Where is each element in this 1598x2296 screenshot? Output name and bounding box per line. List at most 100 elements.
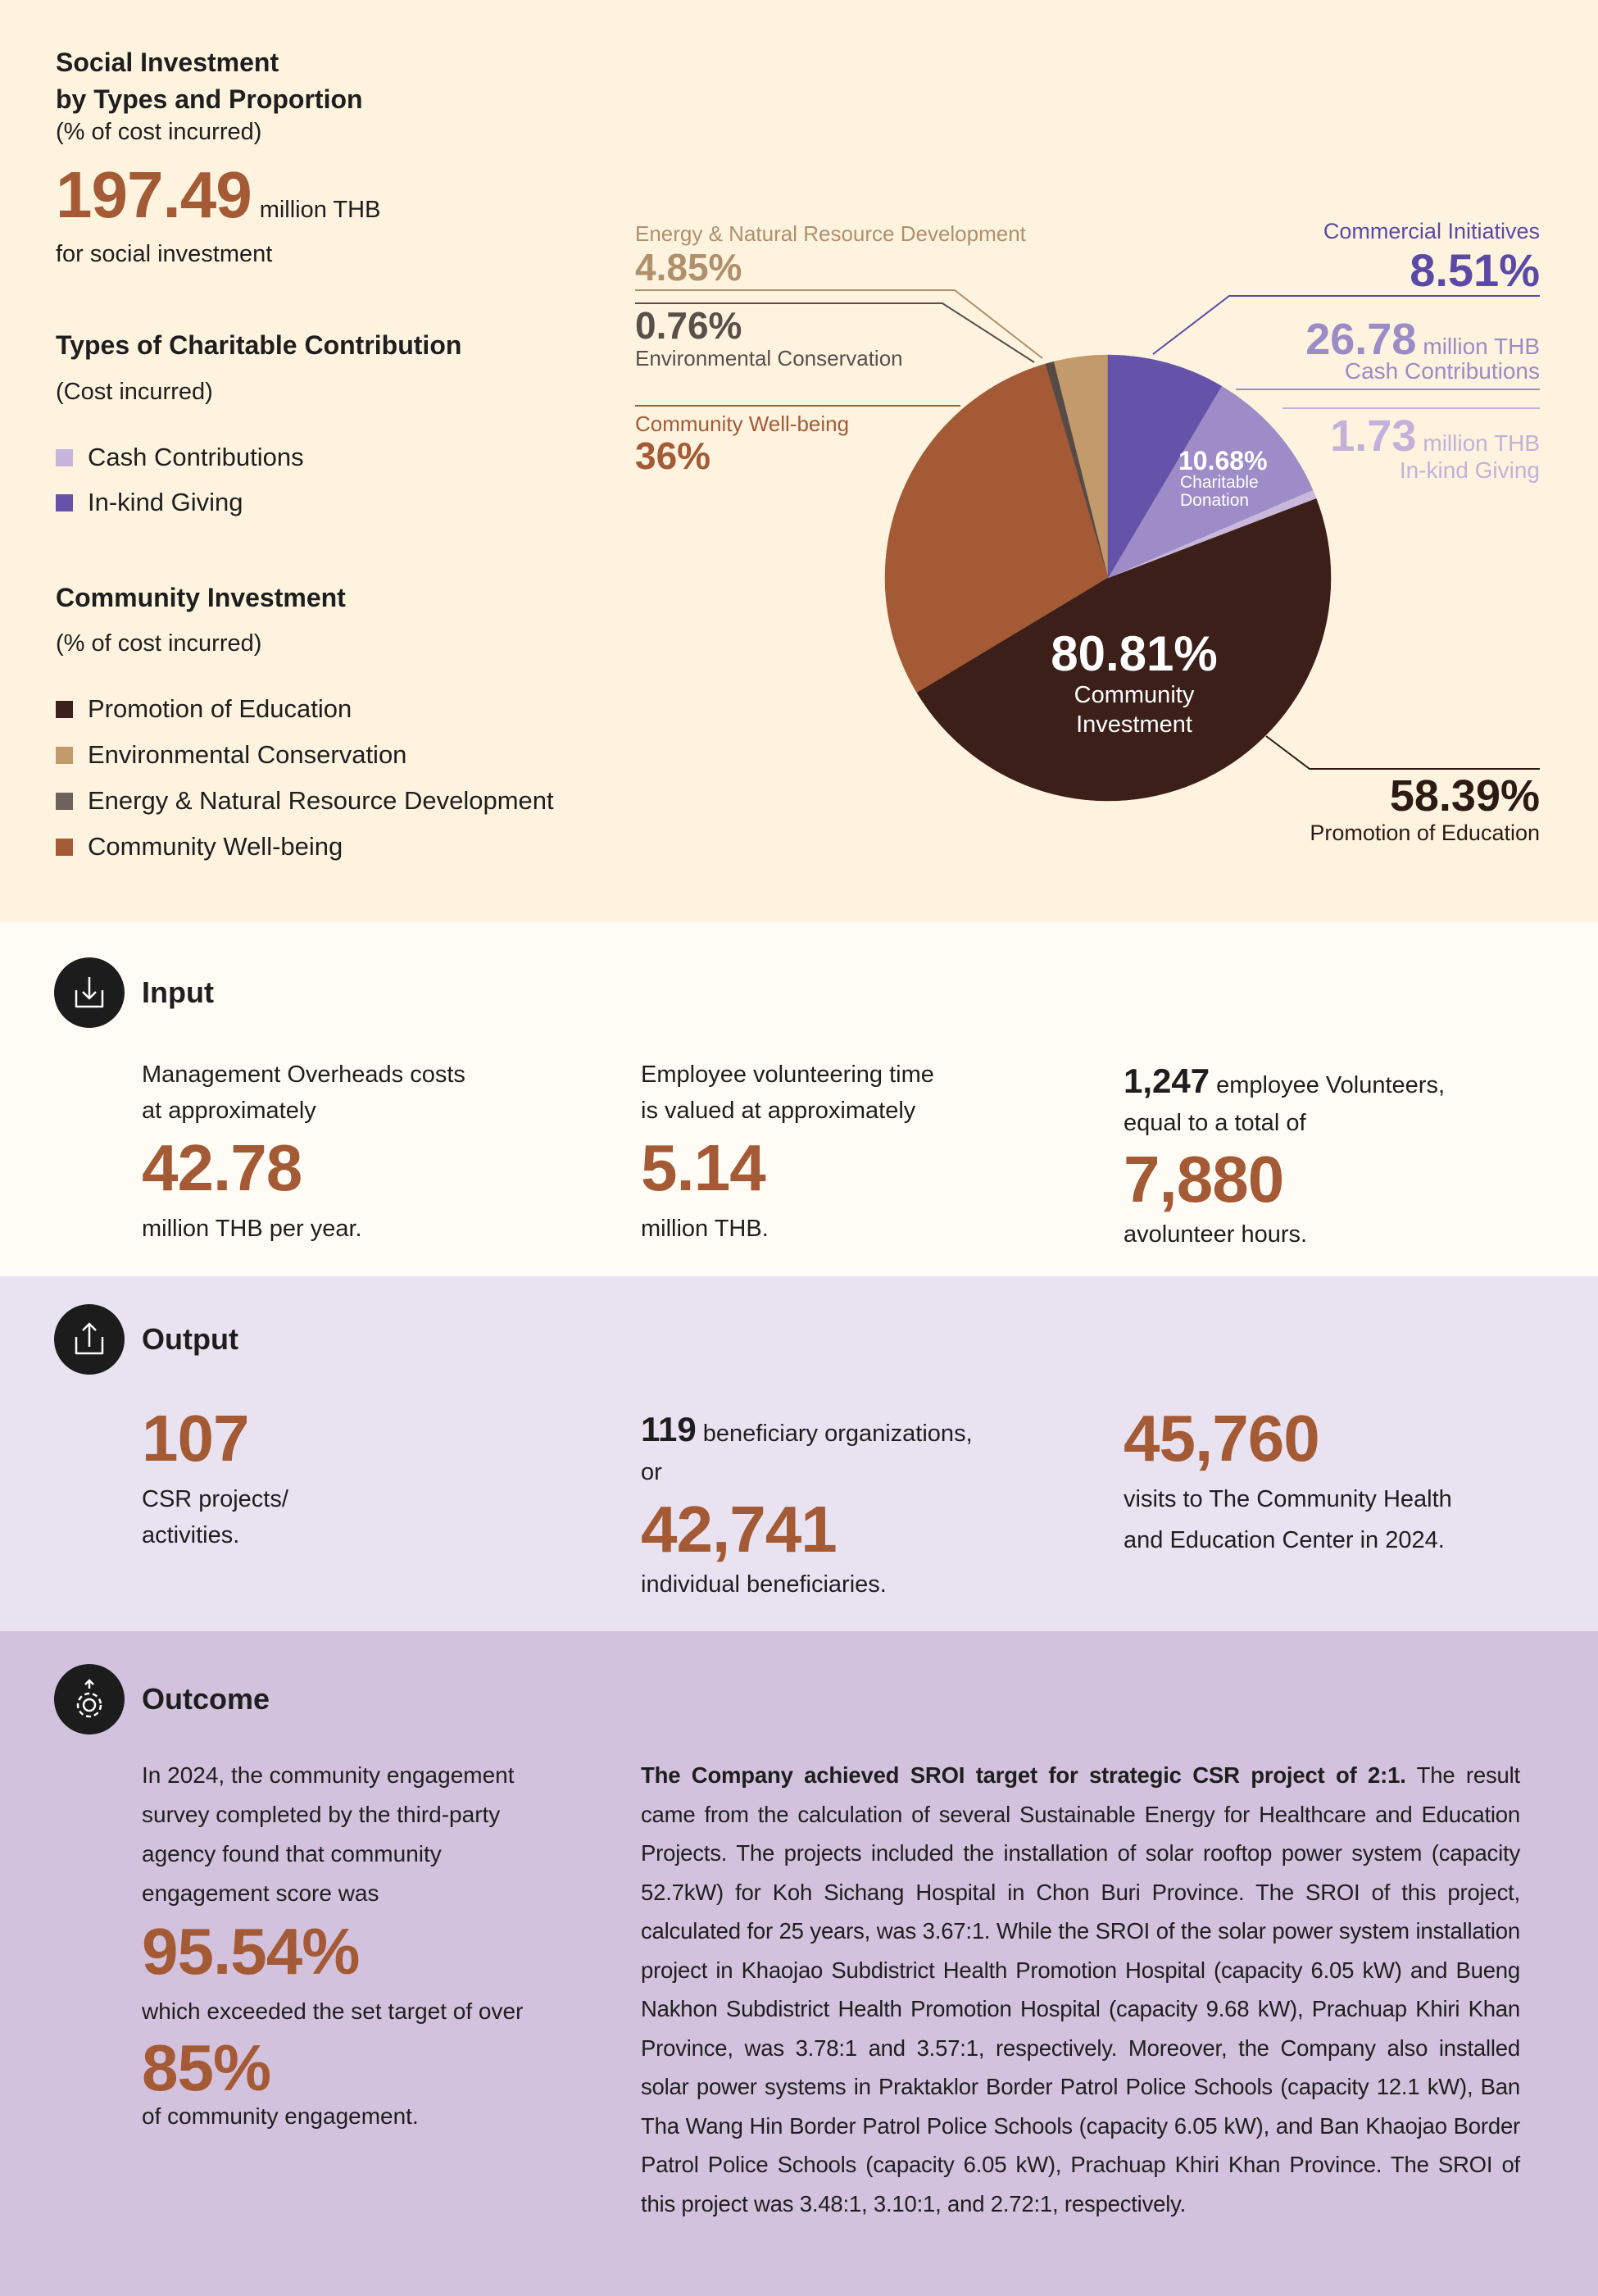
amount: 197.49 xyxy=(56,158,252,231)
figure: 45,760 xyxy=(1124,1402,1320,1475)
figure: 7,880 xyxy=(1124,1143,1284,1216)
slice-label: In-kind Giving xyxy=(1399,457,1540,483)
figure: 85% xyxy=(142,2031,271,2104)
input-section xyxy=(0,922,1598,1276)
legend-subtitle: (% of cost incurred) xyxy=(56,630,262,657)
line: survey completed by the third-party xyxy=(142,1802,501,1827)
leader-line xyxy=(1152,295,1540,355)
slice-label: Cash Contributions xyxy=(1344,358,1540,384)
item-text: Employee volunteering time is valued at a… xyxy=(641,1057,934,1129)
line: Employee volunteering time xyxy=(641,1062,934,1088)
note: CSR projects/activities. xyxy=(142,1481,288,1553)
line: at approximately xyxy=(142,1098,316,1124)
figure: 95.54% xyxy=(142,1915,360,1988)
legend-swatch xyxy=(56,838,73,856)
slice-label: Energy & Natural Resource Development xyxy=(635,221,1026,246)
note: of community engagement. xyxy=(142,2103,419,2129)
line: activities. xyxy=(142,1522,240,1548)
item-lead: 119 beneficiary organizations, xyxy=(641,1409,973,1450)
slice-value: 80.81% xyxy=(1051,626,1218,681)
output-icon xyxy=(54,1304,125,1375)
slice-label: Community Investment xyxy=(1074,682,1195,738)
legend-label: Energy & Natural Resource Development xyxy=(88,786,554,815)
legend-swatch xyxy=(56,746,73,764)
section-title: Outcome xyxy=(142,1682,270,1716)
total-amount: 197.49 million THB xyxy=(56,156,380,234)
pie-slice xyxy=(1107,385,1314,579)
figure: 5.14 xyxy=(641,1131,766,1204)
sroi-lead: The Company achieved SROI target for str… xyxy=(641,1762,1406,1788)
line: employee Volunteers, xyxy=(1216,1072,1446,1098)
unit: million THB xyxy=(1423,430,1540,456)
legend-swatch xyxy=(56,493,73,511)
note: million THB. xyxy=(641,1216,769,1242)
legend-label: Community Well-being xyxy=(88,832,343,861)
slice-value: 26.78 xyxy=(1305,315,1417,364)
slice-value: 10.68% xyxy=(1178,446,1268,475)
section-title: Input xyxy=(142,975,214,1009)
line: In 2024, the community engagement xyxy=(142,1762,515,1788)
lead: 1,247 xyxy=(1124,1062,1210,1100)
slice-label: Commercial Initiatives xyxy=(1323,219,1540,243)
leader-line xyxy=(635,302,1035,363)
sroi-paragraph: The Company achieved SROI target for str… xyxy=(641,1756,1520,2223)
pie-slice xyxy=(884,363,1109,693)
slice-value: 0.76% xyxy=(635,304,742,347)
legend-item: Community Well-being xyxy=(56,832,343,862)
note: which exceeded the set target of over xyxy=(142,1998,524,2024)
unit: million THB xyxy=(1423,334,1540,359)
slice-value: 58.39% xyxy=(1389,771,1540,821)
note: avolunteer hours. xyxy=(1124,1221,1308,1248)
line: visits to The Community Health xyxy=(1124,1486,1452,1512)
legend-swatch xyxy=(56,448,73,466)
section-title: Output xyxy=(142,1322,238,1356)
sroi-body: The result came from the calculation of … xyxy=(641,1762,1520,2216)
slice-value: 36% xyxy=(635,434,711,477)
output-section xyxy=(0,1276,1598,1631)
note: individual beneficiaries. xyxy=(641,1571,887,1598)
line: equal to a total of xyxy=(1124,1110,1306,1136)
slice-value: 4.85% xyxy=(635,246,742,289)
legend-subtitle: (Cost incurred) xyxy=(56,379,213,405)
legend-item: Promotion of Education xyxy=(56,694,352,724)
legend-title: Community Investment xyxy=(56,583,346,612)
slice-amount: 26.78 million THB xyxy=(1305,313,1540,366)
slice-label: Community Well-being xyxy=(635,411,850,436)
line: and Education Center in 2024. xyxy=(1124,1527,1445,1553)
slice-amount: 1.73 million THB xyxy=(1330,410,1540,463)
pie-slice xyxy=(1107,354,1222,579)
figure: 42.78 xyxy=(142,1131,302,1204)
legend-swatch xyxy=(56,700,73,718)
line: or xyxy=(641,1459,662,1485)
lead: 119 xyxy=(641,1410,697,1448)
leader-line xyxy=(635,289,1043,359)
line: agency found that community xyxy=(142,1841,442,1866)
legend-item: Energy & Natural Resource Development xyxy=(56,786,554,816)
legend-label: Promotion of Education xyxy=(88,694,352,723)
title-line: Social Investment xyxy=(56,48,279,77)
slice-label: Promotion of Education xyxy=(1310,821,1540,845)
pie-chart xyxy=(635,289,1540,802)
survey-text: In 2024, the community engagement survey… xyxy=(142,1756,515,1913)
legend-item: In-kind Giving xyxy=(56,488,243,517)
input-icon xyxy=(54,957,125,1028)
slice-label: Environmental Conservation xyxy=(635,346,903,371)
figure: 107 xyxy=(142,1402,249,1475)
legend-item: Environmental Conservation xyxy=(56,740,406,770)
legend-swatch xyxy=(56,792,73,810)
slice-label: Charitable Donation xyxy=(1180,473,1259,510)
unit: million THB xyxy=(259,197,381,223)
outcome-icon xyxy=(54,1664,125,1735)
note: million THB per year. xyxy=(142,1216,362,1242)
line: CSR projects/ xyxy=(142,1486,288,1512)
note: for social investment xyxy=(56,241,273,267)
line: beneficiary organizations, xyxy=(702,1421,973,1447)
leader-lines xyxy=(635,289,1540,770)
legend-label: Environmental Conservation xyxy=(88,740,407,769)
figure: 42,741 xyxy=(641,1493,838,1566)
legend-label: In-kind Giving xyxy=(88,488,243,516)
subtitle: (% of cost incurred) xyxy=(56,119,262,145)
pie-slice xyxy=(916,498,1332,802)
legend-label: Cash Contributions xyxy=(88,443,304,471)
